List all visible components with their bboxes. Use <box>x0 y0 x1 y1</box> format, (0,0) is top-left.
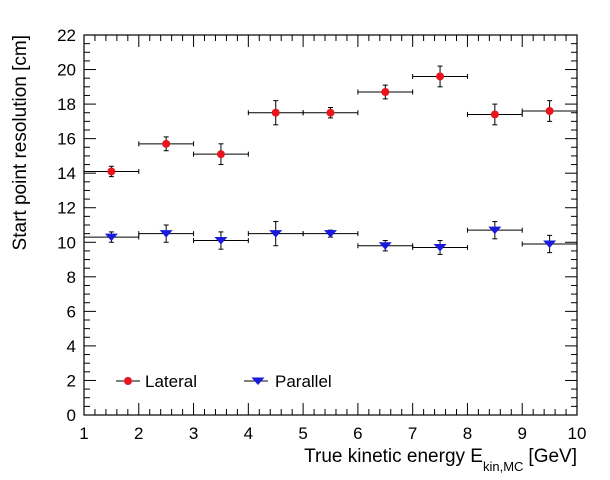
series-layer <box>83 65 578 255</box>
y-tick-label: 4 <box>67 337 76 356</box>
y-tick-label: 0 <box>67 406 76 425</box>
data-point-lateral <box>162 139 171 148</box>
x-tick-label: 2 <box>134 424 143 443</box>
y-tick-label: 2 <box>67 371 76 390</box>
data-point-lateral <box>107 167 116 176</box>
data-point-lateral <box>216 150 225 159</box>
data-point-parallel <box>378 242 392 250</box>
x-tick-labels: 1 2 3 4 5 6 7 8 9 10 <box>79 424 586 443</box>
x-tick-label: 7 <box>408 424 417 443</box>
series-parallel <box>83 221 578 255</box>
data-point-parallel <box>159 230 173 238</box>
data-point-parallel <box>488 226 502 235</box>
x-axis-title: True kinetic energy Ekin,MC [GeV] <box>304 446 577 474</box>
data-point-lateral <box>271 108 280 117</box>
y-tick-label: 6 <box>67 302 76 321</box>
data-point-parallel <box>324 230 337 238</box>
x-tick-label: 5 <box>298 424 307 443</box>
y-tick-label: 20 <box>57 61 76 80</box>
data-point-parallel <box>214 237 228 245</box>
data-point-parallel <box>269 230 283 238</box>
data-point-parallel <box>543 240 557 248</box>
data-point-lateral <box>326 108 335 117</box>
legend-parallel-marker <box>251 377 265 385</box>
x-tick-label: 9 <box>517 424 526 443</box>
data-point-lateral <box>545 107 554 115</box>
x-tick-label: 1 <box>79 424 88 443</box>
x-axis-title-main: True kinetic energy E <box>304 446 483 467</box>
y-tick-label: 12 <box>57 199 76 218</box>
legend: Lateral Parallel <box>116 372 332 391</box>
y-tick-label: 22 <box>57 26 76 45</box>
data-point-parallel <box>433 243 447 252</box>
y-tick-label: 16 <box>57 130 76 149</box>
data-point-lateral <box>490 110 499 119</box>
x-axis-title-subscript: kin,MC <box>483 459 523 474</box>
legend-lateral-marker <box>124 377 132 385</box>
y-tick-label: 8 <box>67 268 76 287</box>
series-lateral <box>83 65 578 178</box>
x-axis-title-unit: [GeV] <box>528 446 577 467</box>
x-tick-label: 8 <box>463 424 472 443</box>
data-point-parallel <box>104 233 118 242</box>
data-point-lateral <box>436 72 445 81</box>
x-tick-label: 4 <box>244 424 253 443</box>
y-tick-label: 10 <box>57 233 76 252</box>
y-tick-label: 14 <box>57 164 76 183</box>
x-tick-label: 6 <box>353 424 362 443</box>
x-tick-label: 10 <box>568 424 587 443</box>
y-tick-label: 18 <box>57 95 76 114</box>
plot-frame <box>83 34 578 416</box>
y-axis-title: Start point resolution [cm] <box>10 35 31 250</box>
legend-parallel-label: Parallel <box>275 372 332 391</box>
y-tick-labels: 0 2 4 6 8 10 12 14 16 18 20 22 <box>57 26 76 425</box>
legend-lateral-label: Lateral <box>145 372 197 391</box>
axis-ticks <box>83 34 578 416</box>
x-tick-label: 3 <box>189 424 198 443</box>
data-point-lateral <box>381 88 390 96</box>
